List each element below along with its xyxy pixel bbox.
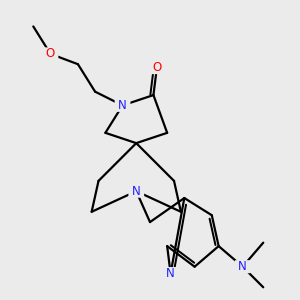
FancyBboxPatch shape (163, 267, 178, 280)
Text: N: N (238, 260, 247, 273)
FancyBboxPatch shape (43, 47, 58, 60)
Text: O: O (152, 61, 161, 74)
FancyBboxPatch shape (115, 99, 130, 112)
FancyBboxPatch shape (128, 185, 144, 198)
Text: N: N (166, 267, 175, 280)
Text: O: O (46, 47, 55, 60)
Text: N: N (118, 99, 127, 112)
FancyBboxPatch shape (149, 61, 165, 74)
FancyBboxPatch shape (235, 260, 250, 273)
Text: N: N (132, 185, 141, 198)
